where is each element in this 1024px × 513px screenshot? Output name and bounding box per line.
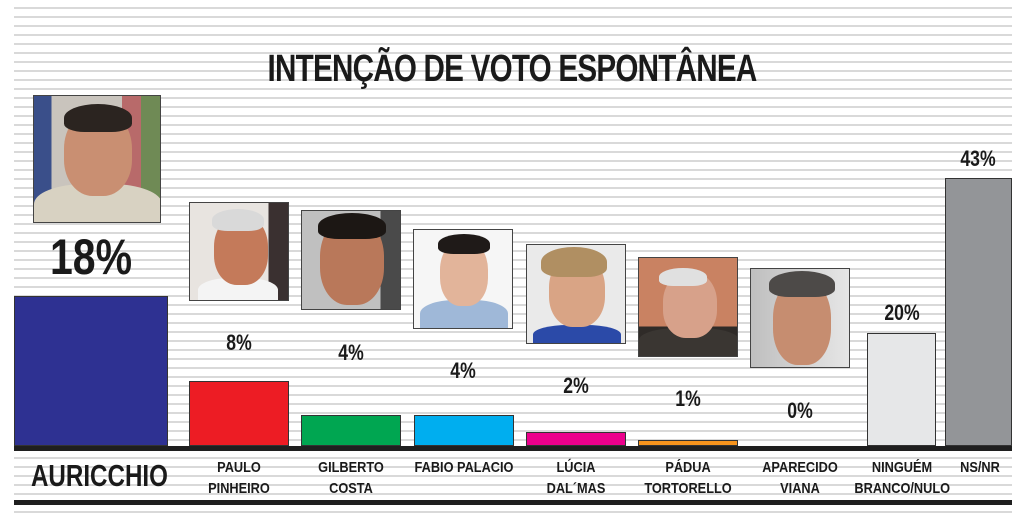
candidate-photo-padua-tortorello: [638, 257, 738, 357]
bottom-rule: [14, 500, 1012, 505]
bar-lucia-dalmas: [526, 432, 626, 446]
category-label-paulo-pinheiro: PAULO PINHEIRO: [208, 459, 270, 497]
bar-auricchio: [14, 296, 168, 446]
value-label-gilberto-costa: 4%: [338, 340, 364, 365]
bar-padua-tortorello: [638, 440, 738, 446]
category-label-padua-tortorello: PÁDUA TORTORELLO: [644, 459, 732, 497]
value-label-padua-tortorello: 1%: [675, 386, 701, 411]
value-label-auricchio: 18%: [49, 229, 133, 285]
value-label-fabio-palacio: 4%: [450, 358, 476, 383]
candidate-photo-aparecido-viana: [750, 268, 850, 368]
category-label-ninguem: NINGUÉM BRANCO/NULO: [854, 459, 951, 497]
bar-nsnr: [945, 178, 1012, 446]
category-label-fabio-palacio: FABIO PALACIO: [414, 459, 514, 476]
value-label-aparecido-viana: 0%: [787, 398, 813, 423]
category-label-nsnr: NS/NR: [960, 459, 1000, 476]
candidate-photo-gilberto-costa: [301, 210, 401, 310]
chart-title: INTENÇÃO DE VOTO ESPONTÂNEA: [267, 48, 758, 90]
candidate-photo-lucia-dalmas: [526, 244, 626, 344]
category-label-lucia-dalmas: LÚCIA DAL´MAS: [546, 459, 606, 497]
value-label-paulo-pinheiro: 8%: [226, 330, 252, 355]
bar-ninguem: [867, 333, 936, 446]
category-label-aparecido-viana: APARECIDO VIANA: [762, 459, 838, 497]
value-label-ninguem: 20%: [884, 300, 920, 325]
x-axis-line: [14, 446, 1012, 451]
value-label-nsnr: 43%: [960, 146, 996, 171]
candidate-photo-fabio-palacio: [413, 229, 513, 329]
bar-fabio-palacio: [414, 415, 514, 446]
category-label-gilberto-costa: GILBERTO COSTA: [318, 459, 384, 497]
candidate-photo-auricchio: [33, 95, 161, 223]
value-label-lucia-dalmas: 2%: [563, 373, 589, 398]
category-label-auricchio: AURICCHIO: [30, 458, 168, 493]
bar-paulo-pinheiro: [189, 381, 289, 446]
bar-gilberto-costa: [301, 415, 401, 446]
candidate-photo-paulo-pinheiro: [189, 202, 289, 301]
